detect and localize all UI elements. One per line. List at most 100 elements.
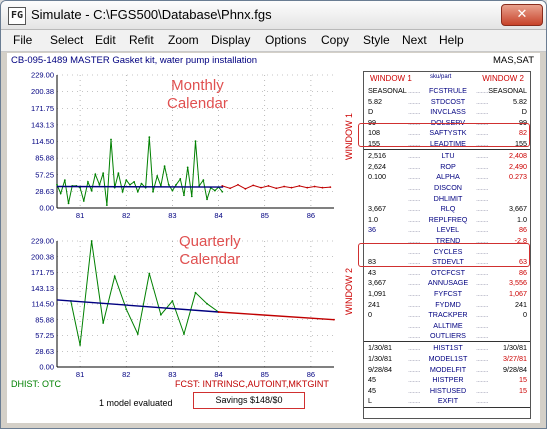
monthly-data-point	[110, 138, 112, 141]
quarterly-data-point	[194, 291, 197, 294]
param-row-fcstrule[interactable]: SEASONALFCSTRULESEASONAL	[364, 86, 530, 96]
quarterly-data-point	[102, 322, 105, 324]
quarterly-y-tick-label: 28.63	[35, 347, 54, 356]
param-value-window-1: 0.100	[368, 172, 386, 182]
param-name: SAFTYSTK	[406, 128, 490, 138]
menu-edit[interactable]: Edit	[95, 33, 116, 47]
monthly-y-tick-label: 114.50	[32, 137, 54, 146]
monthly-x-tick-label: 86	[307, 211, 315, 220]
param-row-ltu[interactable]: 2,516 LTU 2,408	[364, 151, 530, 161]
param-name: REPLFREQ	[406, 215, 490, 225]
param-value-window-2: 86	[519, 267, 527, 277]
monthly-y-tick-label: 57.25	[35, 170, 54, 179]
param-row-annusage[interactable]: 3,667 ANNUSAGE 3,556	[364, 278, 530, 288]
menu-refit[interactable]: Refit	[129, 33, 154, 47]
param-row-dhlimit[interactable]: DHLIMIT	[364, 194, 530, 204]
param-row-otcfcst[interactable]: 43 OTCFCST 86	[364, 268, 530, 278]
param-row-trackper[interactable]: 0 TRACKPER 0	[364, 310, 530, 320]
param-name: TRACKPER	[406, 310, 490, 320]
param-row-discon[interactable]: DISCON	[364, 183, 530, 193]
param-row-level[interactable]: 36 LEVEL 86	[364, 225, 530, 235]
menu-file[interactable]: File	[13, 33, 33, 47]
menu-help[interactable]: Help	[439, 33, 464, 47]
quarterly-y-tick-label: 143.13	[31, 284, 54, 293]
param-value-window-2: 155	[515, 139, 527, 148]
monthly-data-point	[59, 192, 62, 195]
param-row-replfreq[interactable]: 1.0 REPLFREQ 1.0	[364, 215, 530, 225]
param-row-fyfcst[interactable]: 1,091 FYFCST 1,067	[364, 289, 530, 299]
param-value-window-1: 5.82	[368, 96, 382, 106]
monthly-data-point	[202, 179, 205, 182]
param-row-stdcost[interactable]: 5.82 STDCOST 5.82	[364, 97, 530, 107]
savings-box: Savings $148/$0	[193, 392, 305, 409]
title-bar[interactable]: FG Simulate - C:\FGS500\Database\Phnx.fg…	[1, 1, 546, 30]
param-value-window-2: 241	[515, 299, 527, 309]
quarterly-series-line-1	[56, 299, 219, 313]
quarterly-x-tick-label: 82	[122, 370, 130, 379]
menu-options[interactable]: Options	[265, 33, 307, 47]
monthly-calendar-label: Monthly Calendar	[167, 77, 228, 112]
param-row-invclass[interactable]: D INVCLASS D	[364, 107, 530, 117]
param-value-window-2: 3,556	[509, 278, 527, 288]
forecast-charts[interactable]: 229.00 200.38 171.75 143.13 114.50 85.88 57.25…	[7, 65, 367, 395]
param-row-rop[interactable]: 2,624 ROP 2,490	[364, 162, 530, 172]
monthly-data-point	[329, 186, 332, 188]
param-value-window-1: D	[368, 107, 374, 117]
param-row-exfit[interactable]: L EXFIT	[364, 396, 530, 406]
param-row-rlq[interactable]: 3,667 RLQ 3,667	[364, 204, 530, 214]
quarterly-x-tick-label: 86	[307, 370, 315, 379]
monthly-data-point	[290, 186, 293, 189]
menu-zoom[interactable]: Zoom	[168, 33, 199, 47]
param-row-trend[interactable]: TREND -2.8	[364, 236, 530, 246]
monthly-data-point	[82, 200, 85, 202]
param-row-model1st[interactable]: 1/30/81 MODEL1ST 3/27/81	[364, 354, 530, 364]
quarterly-x-tick-label: 81	[76, 370, 84, 379]
param-row-modelfit[interactable]: 9/28/84 MODELFIT 9/28/84	[364, 365, 530, 375]
param-row-alltime[interactable]: ALLTIME	[364, 321, 530, 331]
param-row-cycles[interactable]: CYCLES	[364, 247, 530, 257]
monthly-data-point	[190, 195, 193, 198]
param-value-window-1: 0	[368, 310, 372, 320]
menu-next[interactable]: Next	[402, 33, 427, 47]
quarterly-x-tick-label: 84	[214, 370, 222, 379]
param-row-leadtime[interactable]: 155 LEADTIME 155	[364, 139, 530, 149]
param-name: FCSTRULE	[406, 86, 490, 96]
menu-select[interactable]: Select	[50, 33, 84, 47]
monthly-data-point	[229, 187, 232, 190]
menu-style[interactable]: Style	[363, 33, 390, 47]
panel-separator	[364, 149, 530, 151]
panel-sku-label: sku/part	[430, 74, 452, 80]
param-row-histused[interactable]: 45 HISTUSED 15	[364, 386, 530, 396]
param-value-window-1: 1.0	[368, 214, 378, 224]
param-value-window-2: D	[521, 107, 527, 117]
param-row-saftystk[interactable]: 108 SAFTYSTK 82	[364, 128, 530, 138]
param-row-histper[interactable]: 45 HISTPER 15	[364, 375, 530, 385]
param-value-window-1: 45	[368, 385, 376, 395]
monthly-data-point	[183, 194, 185, 197]
param-value-window-2: 86	[519, 225, 527, 235]
param-name: ROP	[406, 162, 490, 172]
monthly-data-point	[206, 198, 208, 201]
param-row-dolserv[interactable]: 99 DOLSERV 99	[364, 118, 530, 128]
param-name: FYDMD	[406, 300, 490, 310]
menu-copy[interactable]: Copy	[321, 33, 350, 47]
parameter-panel: WINDOW 1 sku/part WINDOW 2 SEASONALFCSTR…	[363, 71, 531, 419]
monthly-data-point	[275, 187, 278, 190]
dhist-label: DHIST: OTC	[11, 379, 62, 389]
param-name: HISTUSED	[406, 386, 490, 396]
param-name: FYFCST	[406, 289, 490, 299]
menu-display[interactable]: Display	[211, 33, 251, 47]
param-value-window-2: 63	[519, 257, 527, 267]
param-name: LTU	[406, 151, 490, 161]
quarterly-y-tick-label: 114.50	[32, 300, 54, 309]
monthly-data-point	[117, 172, 120, 175]
close-button[interactable]: ✕	[501, 4, 543, 26]
param-row-hist1st[interactable]: 1/30/81 HIST1ST 1/30/81	[364, 343, 530, 353]
param-row-fydmd[interactable]: 241 FYDMD 241	[364, 300, 530, 310]
quarterly-x-tick-label: 85	[261, 370, 269, 379]
param-row-alpha[interactable]: 0.100 ALPHA 0.273	[364, 172, 530, 182]
monthly-x-tick-label: 85	[261, 211, 269, 220]
param-row-stdevlt[interactable]: 83 STDEVLT 63	[364, 257, 530, 267]
monthly-data-point	[129, 183, 131, 186]
param-row-outliers[interactable]: OUTLIERS	[364, 331, 530, 341]
